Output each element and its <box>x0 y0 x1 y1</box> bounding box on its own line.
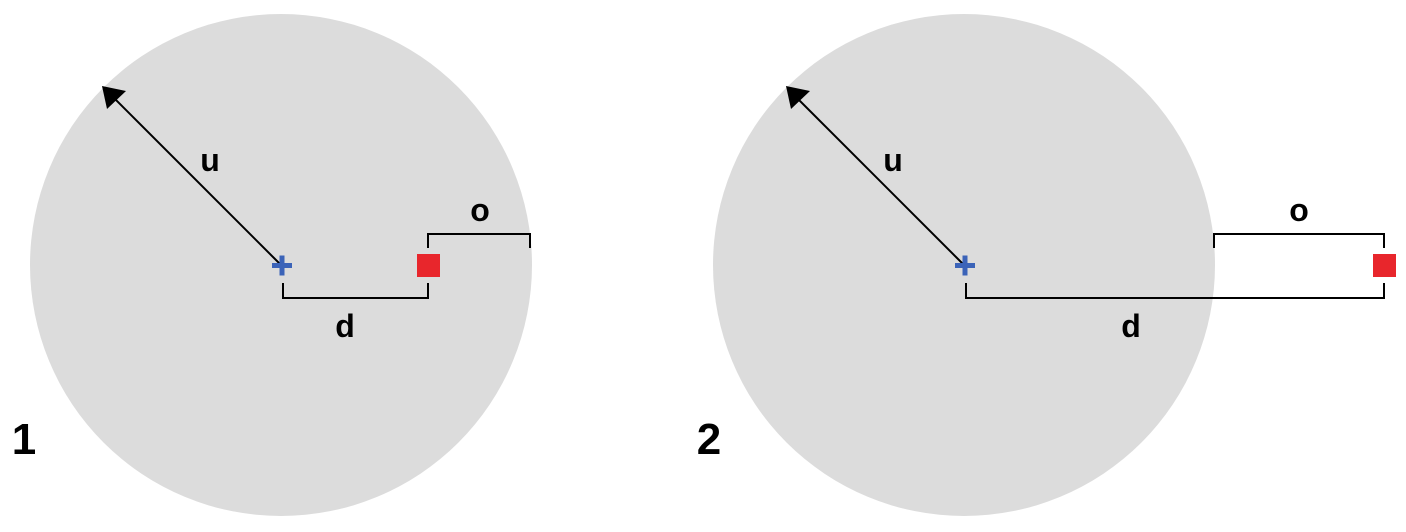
panel-2-center-marker <box>955 255 975 276</box>
panel-2-offset-bracket <box>1213 233 1385 248</box>
panel-1-radius-label: u <box>200 142 220 178</box>
panel-1-center-marker <box>272 255 292 276</box>
panel-2-distance-bracket <box>965 283 1385 299</box>
panel-2: u d o 2 <box>697 14 1396 516</box>
panel-2-number: 2 <box>697 415 721 464</box>
panel-1-radius-arrow <box>104 88 282 266</box>
panel-1-offset-label: o <box>470 192 490 228</box>
panel-1-distance-bracket <box>282 283 429 299</box>
panel-2-offset-label: o <box>1289 192 1309 228</box>
panel-2-target-marker <box>1373 254 1396 277</box>
panel-2-distance-label: d <box>1121 308 1141 344</box>
panel-1: u d o 1 <box>12 14 532 516</box>
panel-1-target-marker <box>417 254 440 277</box>
panel-1-number: 1 <box>12 415 36 464</box>
panel-2-arrowhead <box>786 86 810 109</box>
panel-1-arrowhead <box>102 86 126 109</box>
panel-1-offset-bracket <box>427 233 531 248</box>
panel-2-radius-label: u <box>883 142 903 178</box>
panel-2-radius-arrow <box>788 89 965 266</box>
panel-1-distance-label: d <box>335 308 355 344</box>
